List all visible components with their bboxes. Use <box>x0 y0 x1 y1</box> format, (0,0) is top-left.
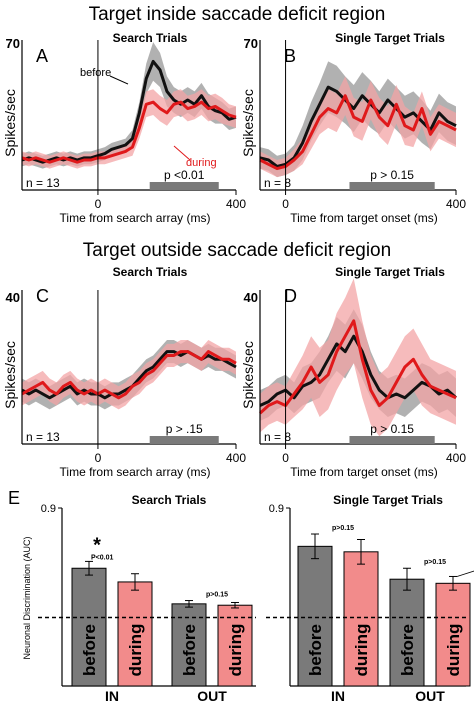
category-label: OUT <box>415 688 445 704</box>
x-axis-label: Time from search array (ms) <box>60 211 211 225</box>
sem-pointer <box>456 570 474 577</box>
n-label: n = 13 <box>26 176 60 190</box>
y-max-label: 70 <box>6 36 20 51</box>
tick-label: 0 <box>282 451 289 465</box>
bar-label: during <box>126 624 145 677</box>
n-label: n = 8 <box>264 430 291 444</box>
bar-label: during <box>444 624 463 677</box>
y-axis-label: Spikes/sec <box>240 89 256 157</box>
annotation: p>0.15 <box>332 525 354 532</box>
bar-during <box>217 604 253 687</box>
panel-letter: C <box>36 286 49 306</box>
panel-b: 0 400 Time from target onset (ms) 70 Spikes/… <box>240 31 466 225</box>
panel-a: 0 400 Time from search array (ms) 70 Spikes/… <box>2 31 246 225</box>
analysis-period-bar <box>349 436 435 444</box>
annotation: p>0.15 <box>206 592 228 599</box>
bar-before <box>389 578 425 687</box>
bar-label: before <box>398 624 417 676</box>
n-label: n = 13 <box>26 430 60 444</box>
group-title: Search Trials <box>132 493 207 507</box>
bar-label: before <box>180 624 199 676</box>
y-axis-label: Neuronal Discrimination (AUC) <box>22 536 32 659</box>
before-pointer <box>109 75 129 85</box>
panel-title: Single Target Trials <box>335 265 445 279</box>
before-label: before <box>80 67 111 79</box>
panel-c: 0 400 Time from search array (ms) 40 Spikes/… <box>2 265 246 479</box>
n-label: n = 8 <box>264 176 291 190</box>
tick-label: 0 <box>95 197 102 211</box>
x-axis-label: Time from search array (ms) <box>60 465 211 479</box>
category-label: IN <box>331 688 345 704</box>
tick-label: 400 <box>446 197 466 211</box>
analysis-period-bar <box>149 182 219 190</box>
y-max-label: 70 <box>244 36 258 51</box>
category-label: IN <box>105 688 119 704</box>
bar-group-1: Search Trials 0.9 before during before during… <box>38 493 256 704</box>
bar-group-2: Single Target Trials 0.9 before during befor… <box>266 493 474 704</box>
p-value-label: p > 0.15 <box>370 422 414 436</box>
panel-d: 0 400 Time from target onset (ms) 40 Spikes/… <box>240 265 466 479</box>
y-max-label: 40 <box>6 290 20 305</box>
analysis-period-bar <box>349 182 435 190</box>
annotation: p>0.15 <box>424 559 446 566</box>
tick-label: 400 <box>446 451 466 465</box>
bar-label: before <box>306 624 325 676</box>
line-during <box>21 350 237 400</box>
category-label: OUT <box>197 688 227 704</box>
bar-label: before <box>80 624 99 676</box>
heading-outside: Target outside saccade deficit region <box>83 240 391 261</box>
tick-label: 400 <box>226 451 246 465</box>
line-during <box>21 100 237 164</box>
band-during <box>22 340 236 410</box>
panel-letter: D <box>284 286 297 306</box>
line-before <box>259 85 457 168</box>
during-pointer <box>173 145 191 161</box>
panel-letter: E <box>8 488 20 508</box>
band-during <box>260 278 456 437</box>
band-during <box>260 76 456 178</box>
y-max-label: 40 <box>244 290 258 305</box>
y-axis-label: Spikes/sec <box>2 89 18 157</box>
x-axis-label: Time from target onset (ms) <box>290 211 438 225</box>
y-axis-label: Spikes/sec <box>2 341 18 409</box>
panel-title: Search Trials <box>113 265 188 279</box>
panel-e: E Neuronal Discrimination (AUC) Search Tri… <box>8 488 474 704</box>
bar-before <box>71 567 107 687</box>
panel-title: Search Trials <box>113 31 188 45</box>
bar-during <box>435 582 471 687</box>
tick-label: 400 <box>226 197 246 211</box>
bar-label: during <box>352 624 371 677</box>
bar-during <box>343 551 379 687</box>
p-value-label: p <0.01 <box>164 168 205 182</box>
heading-inside: Target inside saccade deficit region <box>89 4 386 25</box>
line-during <box>258 319 457 415</box>
p-value-label: p > 0.15 <box>370 168 414 182</box>
x-axis-label: Time from target onset (ms) <box>290 465 438 479</box>
bar-label: during <box>226 624 245 677</box>
annotation: P<0.01 <box>91 554 113 561</box>
tick-label: 0 <box>95 451 102 465</box>
annotation: * <box>93 534 101 556</box>
panel-letter: B <box>284 46 296 66</box>
p-value-label: p > .15 <box>166 422 203 436</box>
panel-title: Single Target Trials <box>335 31 445 45</box>
line-during <box>259 94 457 171</box>
y-tick-label: 0.9 <box>41 503 56 515</box>
group-title: Single Target Trials <box>333 493 443 507</box>
band-during <box>22 89 236 169</box>
analysis-period-bar <box>149 436 219 444</box>
during-label: during <box>186 157 217 169</box>
panel-letter: A <box>36 46 48 66</box>
tick-label: 0 <box>282 197 289 211</box>
y-tick-label: 0.9 <box>269 503 284 515</box>
y-axis-label: Spikes/sec <box>240 341 256 409</box>
